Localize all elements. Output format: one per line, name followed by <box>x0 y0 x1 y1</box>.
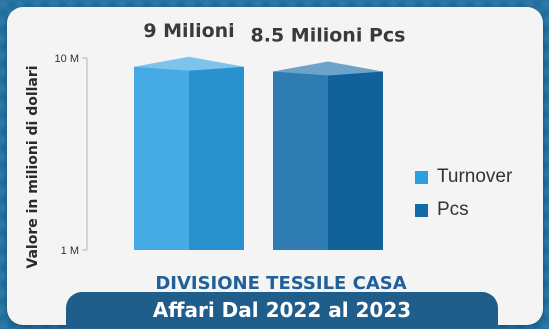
y-tick-label: 1 M <box>61 245 79 257</box>
chart-card: 10 M 1 M 9 Milioni 8.5 Milioni Pcs Valore i… <box>7 7 543 325</box>
y-axis-label: Valore in milioni di dollari <box>25 65 41 269</box>
legend-swatch-turnover <box>415 170 428 184</box>
bar-top <box>273 61 383 76</box>
y-tick-label: 10 M <box>55 53 79 65</box>
bar-face-left <box>273 71 328 250</box>
legend-swatch-pcs <box>415 203 428 217</box>
bar-face-left <box>134 66 189 251</box>
legend-label-turnover: Turnover <box>437 166 513 187</box>
title-banner: Affari Dal 2022 al 2023 <box>66 292 498 328</box>
legend-label-pcs: Pcs <box>437 199 469 220</box>
bar-data-label: 8.5 Milioni Pcs <box>251 25 406 47</box>
bar-face-right <box>189 66 244 251</box>
legend-item-turnover: Turnover <box>415 164 512 190</box>
chart-area: 10 M 1 M 9 Milioni 8.5 Milioni Pcs <box>55 20 406 257</box>
bar-face-right <box>328 71 383 250</box>
bar-data-label: 9 Milioni <box>143 20 234 42</box>
division-subtitle: DIVISIONE TESSILE CASA <box>155 273 407 294</box>
legend: Turnover Pcs <box>415 164 512 230</box>
legend-item-pcs: Pcs <box>415 197 512 223</box>
bar-top <box>134 56 244 71</box>
